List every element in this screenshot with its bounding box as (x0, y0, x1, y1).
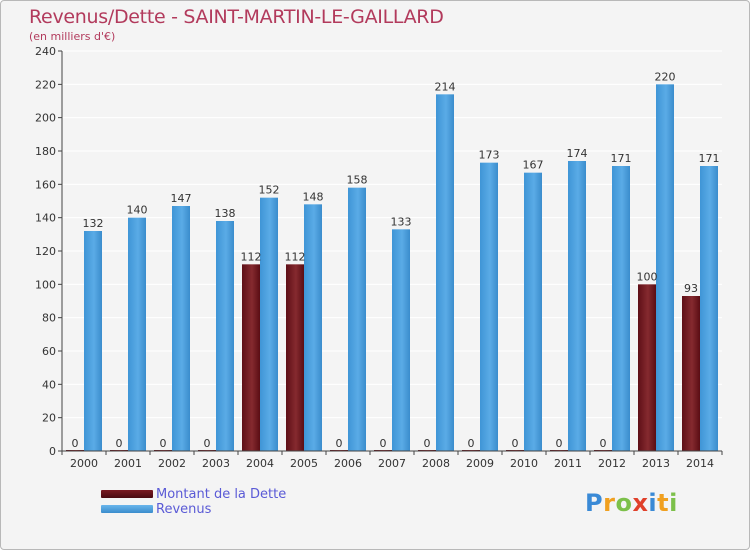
data-label-dette: 0 (468, 437, 475, 450)
data-label-revenus: 174 (567, 147, 588, 160)
x-tick-label: 2008 (422, 457, 450, 470)
x-tick-label: 2006 (334, 457, 362, 470)
y-tick-label: 100 (35, 278, 56, 291)
y-tick-label: 220 (35, 78, 56, 91)
data-label-revenus: 214 (435, 80, 456, 93)
bars-layer (66, 84, 718, 451)
x-tick-label: 2000 (70, 457, 98, 470)
data-label-dette: 0 (116, 437, 123, 450)
data-label-dette: 112 (241, 250, 262, 263)
bar-dette (286, 264, 304, 451)
bar-revenus (392, 229, 410, 451)
bar-dette (242, 264, 260, 451)
data-label-dette: 100 (637, 270, 658, 283)
data-label-dette: 0 (600, 437, 607, 450)
bar-revenus (656, 84, 674, 451)
data-label-dette: 0 (336, 437, 343, 450)
x-tick-label: 2002 (158, 457, 186, 470)
data-label-revenus: 147 (171, 192, 192, 205)
logo-letter: t (657, 489, 670, 517)
labels-layer: 0 20 40 60 80 100 120 140 160 180 200 220 240 0 132 200… (35, 45, 720, 470)
dette-swatch (101, 490, 153, 498)
bar-revenus (700, 166, 718, 451)
bar-revenus (84, 231, 102, 451)
data-label-revenus: 132 (83, 217, 104, 230)
logo-letter: i (669, 489, 678, 517)
chart-title: Revenus/Dette - SAINT-MARTIN-LE-GAILLARD (29, 6, 444, 28)
bar-revenus (216, 221, 234, 451)
y-tick-label: 140 (35, 212, 56, 225)
x-tick-label: 2007 (378, 457, 406, 470)
data-label-revenus: 152 (259, 184, 280, 197)
data-label-revenus: 138 (215, 207, 236, 220)
bar-revenus (480, 162, 498, 451)
logo-letter: r (603, 489, 616, 517)
data-label-dette: 93 (684, 282, 698, 295)
y-tick-label: 60 (42, 345, 56, 358)
bar-dette (638, 284, 656, 451)
data-label-revenus: 167 (523, 159, 544, 172)
proxiti-logo: Proxiti (585, 489, 678, 517)
bar-revenus (128, 217, 146, 451)
logo-letter: o (615, 489, 633, 517)
x-tick-label: 2009 (466, 457, 494, 470)
y-tick-label: 160 (35, 178, 56, 191)
y-tick-label: 240 (35, 45, 56, 58)
x-tick-label: 2010 (510, 457, 538, 470)
y-tick-label: 20 (42, 412, 56, 425)
chart-subtitle: (en milliers d'€) (29, 30, 116, 43)
x-tick-label: 2004 (246, 457, 274, 470)
bar-revenus (436, 94, 454, 451)
x-tick-label: 2012 (598, 457, 626, 470)
data-label-revenus: 220 (655, 70, 676, 83)
data-label-dette: 0 (380, 437, 387, 450)
data-label-dette: 0 (556, 437, 563, 450)
data-label-revenus: 171 (699, 152, 720, 165)
legend-label-dette: Montant de la Dette (156, 487, 287, 502)
y-tick-label: 120 (35, 245, 56, 258)
x-tick-label: 2014 (686, 457, 714, 470)
x-tick-label: 2013 (642, 457, 670, 470)
data-label-dette: 0 (160, 437, 167, 450)
data-label-revenus: 133 (391, 215, 412, 228)
logo-letter: P (585, 489, 604, 517)
revenus-swatch (101, 505, 153, 513)
bar-revenus (348, 187, 366, 451)
x-tick-label: 2011 (554, 457, 582, 470)
y-tick-label: 0 (49, 445, 56, 458)
data-label-revenus: 158 (347, 174, 368, 187)
x-tick-label: 2005 (290, 457, 318, 470)
data-label-dette: 0 (72, 437, 79, 450)
bar-revenus (260, 197, 278, 451)
bar-revenus (304, 204, 322, 451)
data-label-dette: 0 (204, 437, 211, 450)
data-label-dette: 112 (285, 250, 306, 263)
x-tick-label: 2003 (202, 457, 230, 470)
y-tick-label: 40 (42, 378, 56, 391)
y-tick-label: 180 (35, 145, 56, 158)
x-tick-label: 2001 (114, 457, 142, 470)
data-label-dette: 0 (512, 437, 519, 450)
bar-revenus (568, 161, 586, 451)
bar-revenus (524, 172, 542, 451)
bar-dette (682, 296, 700, 451)
y-tick-label: 80 (42, 312, 56, 325)
bar-revenus (612, 166, 630, 451)
y-tick-label: 200 (35, 112, 56, 125)
bar-revenus (172, 206, 190, 451)
logo-letter: i (648, 489, 658, 517)
logo-letter: x (632, 489, 649, 517)
data-label-revenus: 171 (611, 152, 632, 165)
legend-label-revenus: Revenus (156, 502, 212, 517)
axis-layer (58, 50, 723, 455)
data-label-revenus: 148 (303, 190, 324, 203)
data-label-dette: 0 (424, 437, 431, 450)
data-label-revenus: 140 (127, 204, 148, 217)
data-label-revenus: 173 (479, 149, 500, 162)
